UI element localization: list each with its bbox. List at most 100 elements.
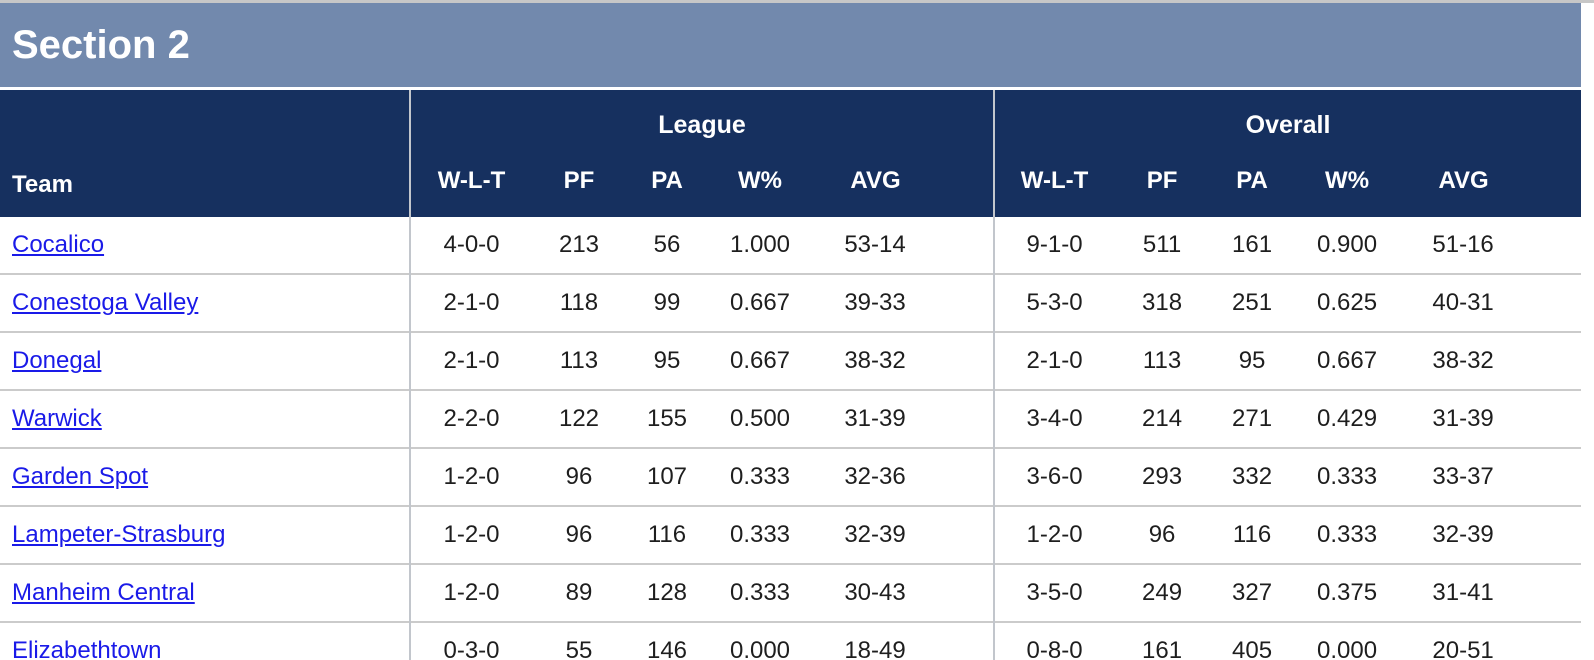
- team-column-header: Team: [0, 90, 410, 217]
- league-pf-cell: 122: [558, 405, 600, 432]
- league-pf-cell: 213: [558, 231, 600, 258]
- overall-pa-cell: 405: [1232, 637, 1273, 660]
- team-link[interactable]: Garden Spot: [12, 463, 149, 490]
- table-header: Team League Overall W-L-T PF PA W% AVG W…: [0, 90, 1582, 217]
- league-wpct-header: W%: [708, 151, 812, 217]
- league-wlt-cell: 2-2-0: [409, 390, 532, 448]
- top-border: [0, 0, 1594, 3]
- team-link[interactable]: Cocalico: [12, 231, 105, 258]
- team-cell: Warwick: [0, 390, 410, 448]
- overall-avg-cell: 33-37: [1432, 463, 1494, 490]
- league-wpct-cell: 0.333: [729, 463, 791, 490]
- team-cell: Lampeter-Strasburg: [0, 506, 410, 564]
- overall-pa-cell: 251: [1232, 289, 1273, 316]
- league-pa-cell: 155: [646, 405, 688, 432]
- league-pf-cell: 113: [559, 347, 599, 374]
- league-avg-cell: 32-39: [844, 521, 906, 548]
- league-pf-cell: 55: [565, 637, 593, 660]
- table-row: Garden Spot 1-2-0 96 107 0.333 32-36 3-6…: [0, 448, 1582, 506]
- league-pf-header: PF: [532, 151, 626, 217]
- overall-pf-cell: 161: [1142, 637, 1183, 660]
- league-pa-cell: 56: [653, 231, 681, 258]
- overall-wlt-cell: 1-2-0: [993, 506, 1115, 564]
- overall-avg-cell: 31-41: [1432, 579, 1494, 606]
- overall-wpct-cell: 0.375: [1317, 579, 1378, 606]
- overall-pa-cell: 95: [1238, 347, 1266, 374]
- league-wpct-cell: 0.500: [729, 405, 791, 432]
- overall-pa-cell: 116: [1232, 521, 1272, 548]
- league-avg-cell: 18-49: [844, 637, 906, 660]
- table-row: Warwick 2-2-0 122 155 0.500 31-39 3-4-0 …: [0, 390, 1582, 448]
- overall-wpct-cell: 0.667: [1317, 347, 1378, 374]
- league-pf-cell: 96: [565, 521, 593, 548]
- overall-pa-cell: 327: [1232, 579, 1273, 606]
- overall-avg-cell: 40-31: [1432, 289, 1494, 316]
- table-row: Elizabethtown 0-3-0 55 146 0.000 18-49 0…: [0, 622, 1582, 660]
- table-row: Lampeter-Strasburg 1-2-0 96 116 0.333 32…: [0, 506, 1582, 564]
- overall-avg-cell: 38-32: [1432, 347, 1494, 374]
- league-pf-cell: 96: [565, 463, 593, 490]
- league-wpct-cell: 0.333: [729, 579, 791, 606]
- overall-wlt-cell: 3-5-0: [993, 564, 1115, 622]
- overall-avg-cell: 32-39: [1432, 521, 1494, 548]
- league-wlt-cell: 2-1-0: [409, 332, 532, 390]
- overall-pa-header: PA: [1210, 151, 1295, 217]
- overall-pa-cell: 161: [1232, 231, 1273, 258]
- overall-wlt-header: W-L-T: [993, 151, 1115, 217]
- section-title: Section 2: [12, 22, 190, 67]
- team-link[interactable]: Elizabethtown: [12, 637, 162, 660]
- team-link[interactable]: Donegal: [12, 347, 102, 374]
- team-link[interactable]: Manheim Central: [12, 579, 195, 606]
- overall-avg-header: AVG: [1400, 151, 1582, 217]
- table-row: Conestoga Valley 2-1-0 118 99 0.667 39-3…: [0, 274, 1582, 332]
- league-wlt-cell: 1-2-0: [409, 506, 532, 564]
- league-wlt-header: W-L-T: [409, 151, 532, 217]
- overall-wlt-cell: 3-4-0: [993, 390, 1115, 448]
- overall-avg-cell: 20-51: [1432, 637, 1494, 660]
- team-cell: Manheim Central: [0, 564, 410, 622]
- overall-pf-header: PF: [1114, 151, 1211, 217]
- team-link[interactable]: Conestoga Valley: [12, 289, 199, 316]
- league-wlt-cell: 1-2-0: [409, 564, 532, 622]
- table-row: Donegal 2-1-0 113 95 0.667 38-32 2-1-0 1…: [0, 332, 1582, 390]
- overall-pa-cell: 332: [1232, 463, 1273, 490]
- league-avg-header: AVG: [812, 151, 995, 217]
- overall-pa-cell: 271: [1232, 405, 1273, 432]
- overall-pf-cell: 96: [1148, 521, 1176, 548]
- league-group-header: League: [408, 90, 995, 151]
- team-link[interactable]: Lampeter-Strasburg: [12, 521, 226, 548]
- overall-wpct-cell: 0.333: [1317, 521, 1378, 548]
- league-pf-cell: 118: [559, 289, 599, 316]
- overall-wpct-header: W%: [1294, 151, 1401, 217]
- team-cell: Donegal: [0, 332, 410, 390]
- league-pa-cell: 95: [653, 347, 681, 374]
- league-avg-cell: 38-32: [844, 347, 906, 374]
- overall-avg-cell: 31-39: [1432, 405, 1494, 432]
- team-cell: Garden Spot: [0, 448, 410, 506]
- standings-section: Section 2 Team League Overall W-L-T PF P…: [0, 3, 1582, 660]
- overall-group-header: Overall: [993, 90, 1582, 151]
- overall-wpct-cell: 0.900: [1317, 231, 1378, 258]
- league-pf-cell: 89: [565, 579, 593, 606]
- league-pa-cell: 128: [646, 579, 688, 606]
- table-row: Cocalico 4-0-0 213 56 1.000 53-14 9-1-0 …: [0, 217, 1581, 274]
- overall-wpct-cell: 0.429: [1317, 405, 1378, 432]
- standings-table: Team League Overall W-L-T PF PA W% AVG W…: [0, 90, 1582, 660]
- team-cell: Conestoga Valley: [0, 274, 410, 332]
- overall-pf-cell: 293: [1142, 463, 1183, 490]
- league-wlt-cell: 0-3-0: [409, 622, 532, 660]
- league-avg-cell: 53-14: [844, 231, 906, 258]
- team-link[interactable]: Warwick: [12, 405, 102, 432]
- league-wpct-cell: 0.333: [729, 521, 791, 548]
- league-wlt-cell: 1-2-0: [409, 448, 532, 506]
- table-row: Manheim Central 1-2-0 89 128 0.333 30-43…: [0, 564, 1582, 622]
- table-body: Cocalico 4-0-0 213 56 1.000 53-14 9-1-0 …: [0, 217, 1582, 660]
- overall-wlt-cell: 9-1-0: [993, 217, 1115, 274]
- league-wlt-cell: 2-1-0: [409, 274, 532, 332]
- league-wlt-cell: 4-0-0: [409, 217, 532, 274]
- league-wpct-cell: 0.667: [729, 289, 791, 316]
- section-header: Section 2: [0, 3, 1581, 87]
- league-wpct-cell: 0.000: [729, 637, 791, 660]
- sub-header-row: W-L-T PF PA W% AVG W-L-T PF PA W% AVG: [0, 151, 1582, 217]
- team-cell: Elizabethtown: [0, 622, 410, 660]
